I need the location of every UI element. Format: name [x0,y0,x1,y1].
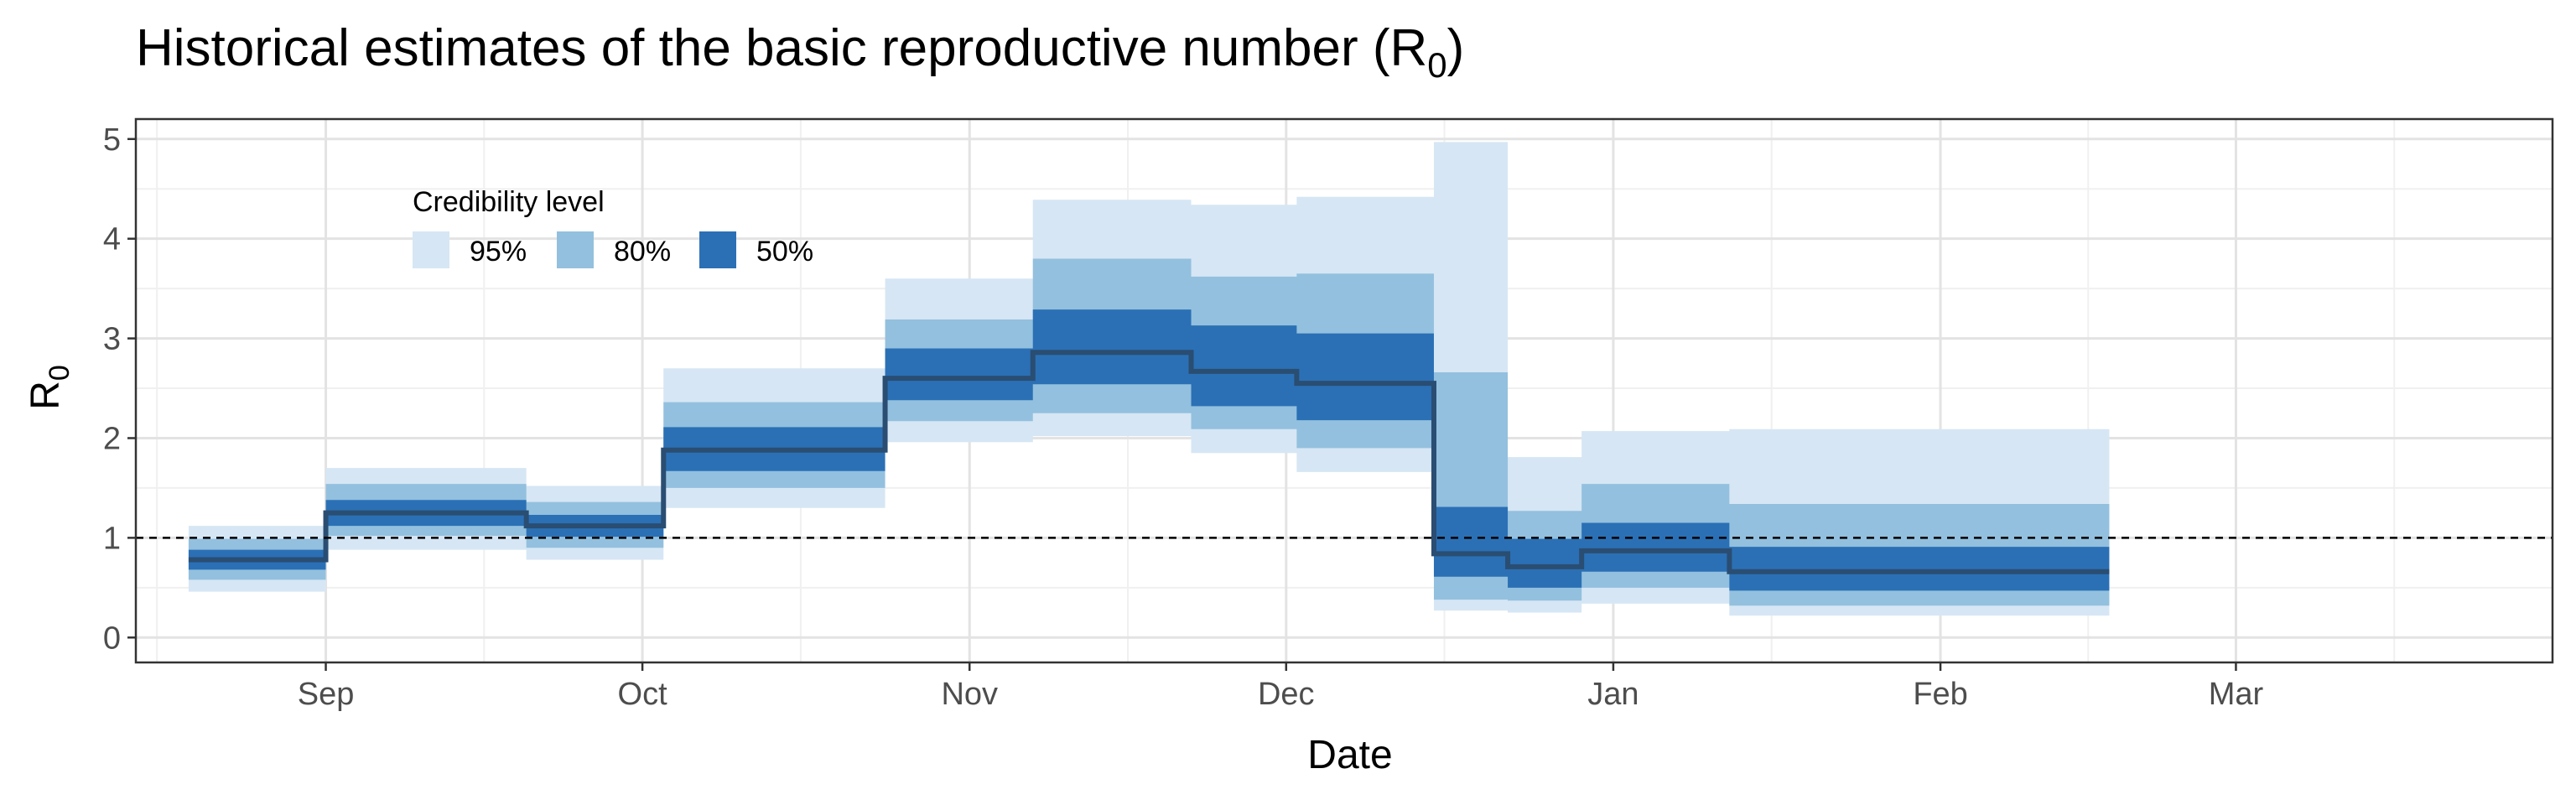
x-tick-label: Dec [1258,677,1315,712]
legend-swatch-80-percent [557,231,594,268]
band-50-percent [188,309,2110,591]
band-80-percent [188,258,2110,606]
plot-area: 0 1 2 3 4 5 Sep Oct Nov Dec Jan Feb Mar [103,117,2554,712]
median-line [188,350,2110,574]
legend-label: 80% [614,236,671,267]
legend-label: 50% [756,236,813,267]
x-tick-label: Mar [2209,677,2264,712]
x-tick-label: Jan [1587,677,1639,712]
chart-title-end: ) [1447,19,1465,77]
y-axis-title-main: R [23,381,68,410]
chart-title-subscript: 0 [1427,45,1446,85]
x-axis-title: Date [1307,733,1392,777]
x-tick-label: Oct [618,677,668,712]
y-tick-label: 5 [103,122,121,158]
chart-title-main: Historical estimates of the basic reprod… [136,19,1427,77]
legend-swatch-50-percent [699,231,736,268]
x-tick-label: Nov [941,677,998,712]
legend: Credibility level 95% 80% 50% [413,186,813,268]
legend-swatch-95-percent [413,231,449,268]
y-axis-title-subscript: 0 [44,365,75,381]
legend-label: 95% [470,236,527,267]
y-axis-title: R0 [23,365,75,410]
y-tick-label: 0 [103,621,121,656]
y-tick-label: 1 [103,521,121,556]
legend-title: Credibility level [413,186,605,218]
y-tick-label: 3 [103,322,121,357]
chart-title: Historical estimates of the basic reprod… [136,19,1464,85]
y-tick-label: 4 [103,222,121,257]
x-tick-label: Sep [298,677,355,712]
x-tick-label: Feb [1913,677,1967,712]
plot-border [134,117,2554,664]
y-tick-label: 2 [103,421,121,456]
